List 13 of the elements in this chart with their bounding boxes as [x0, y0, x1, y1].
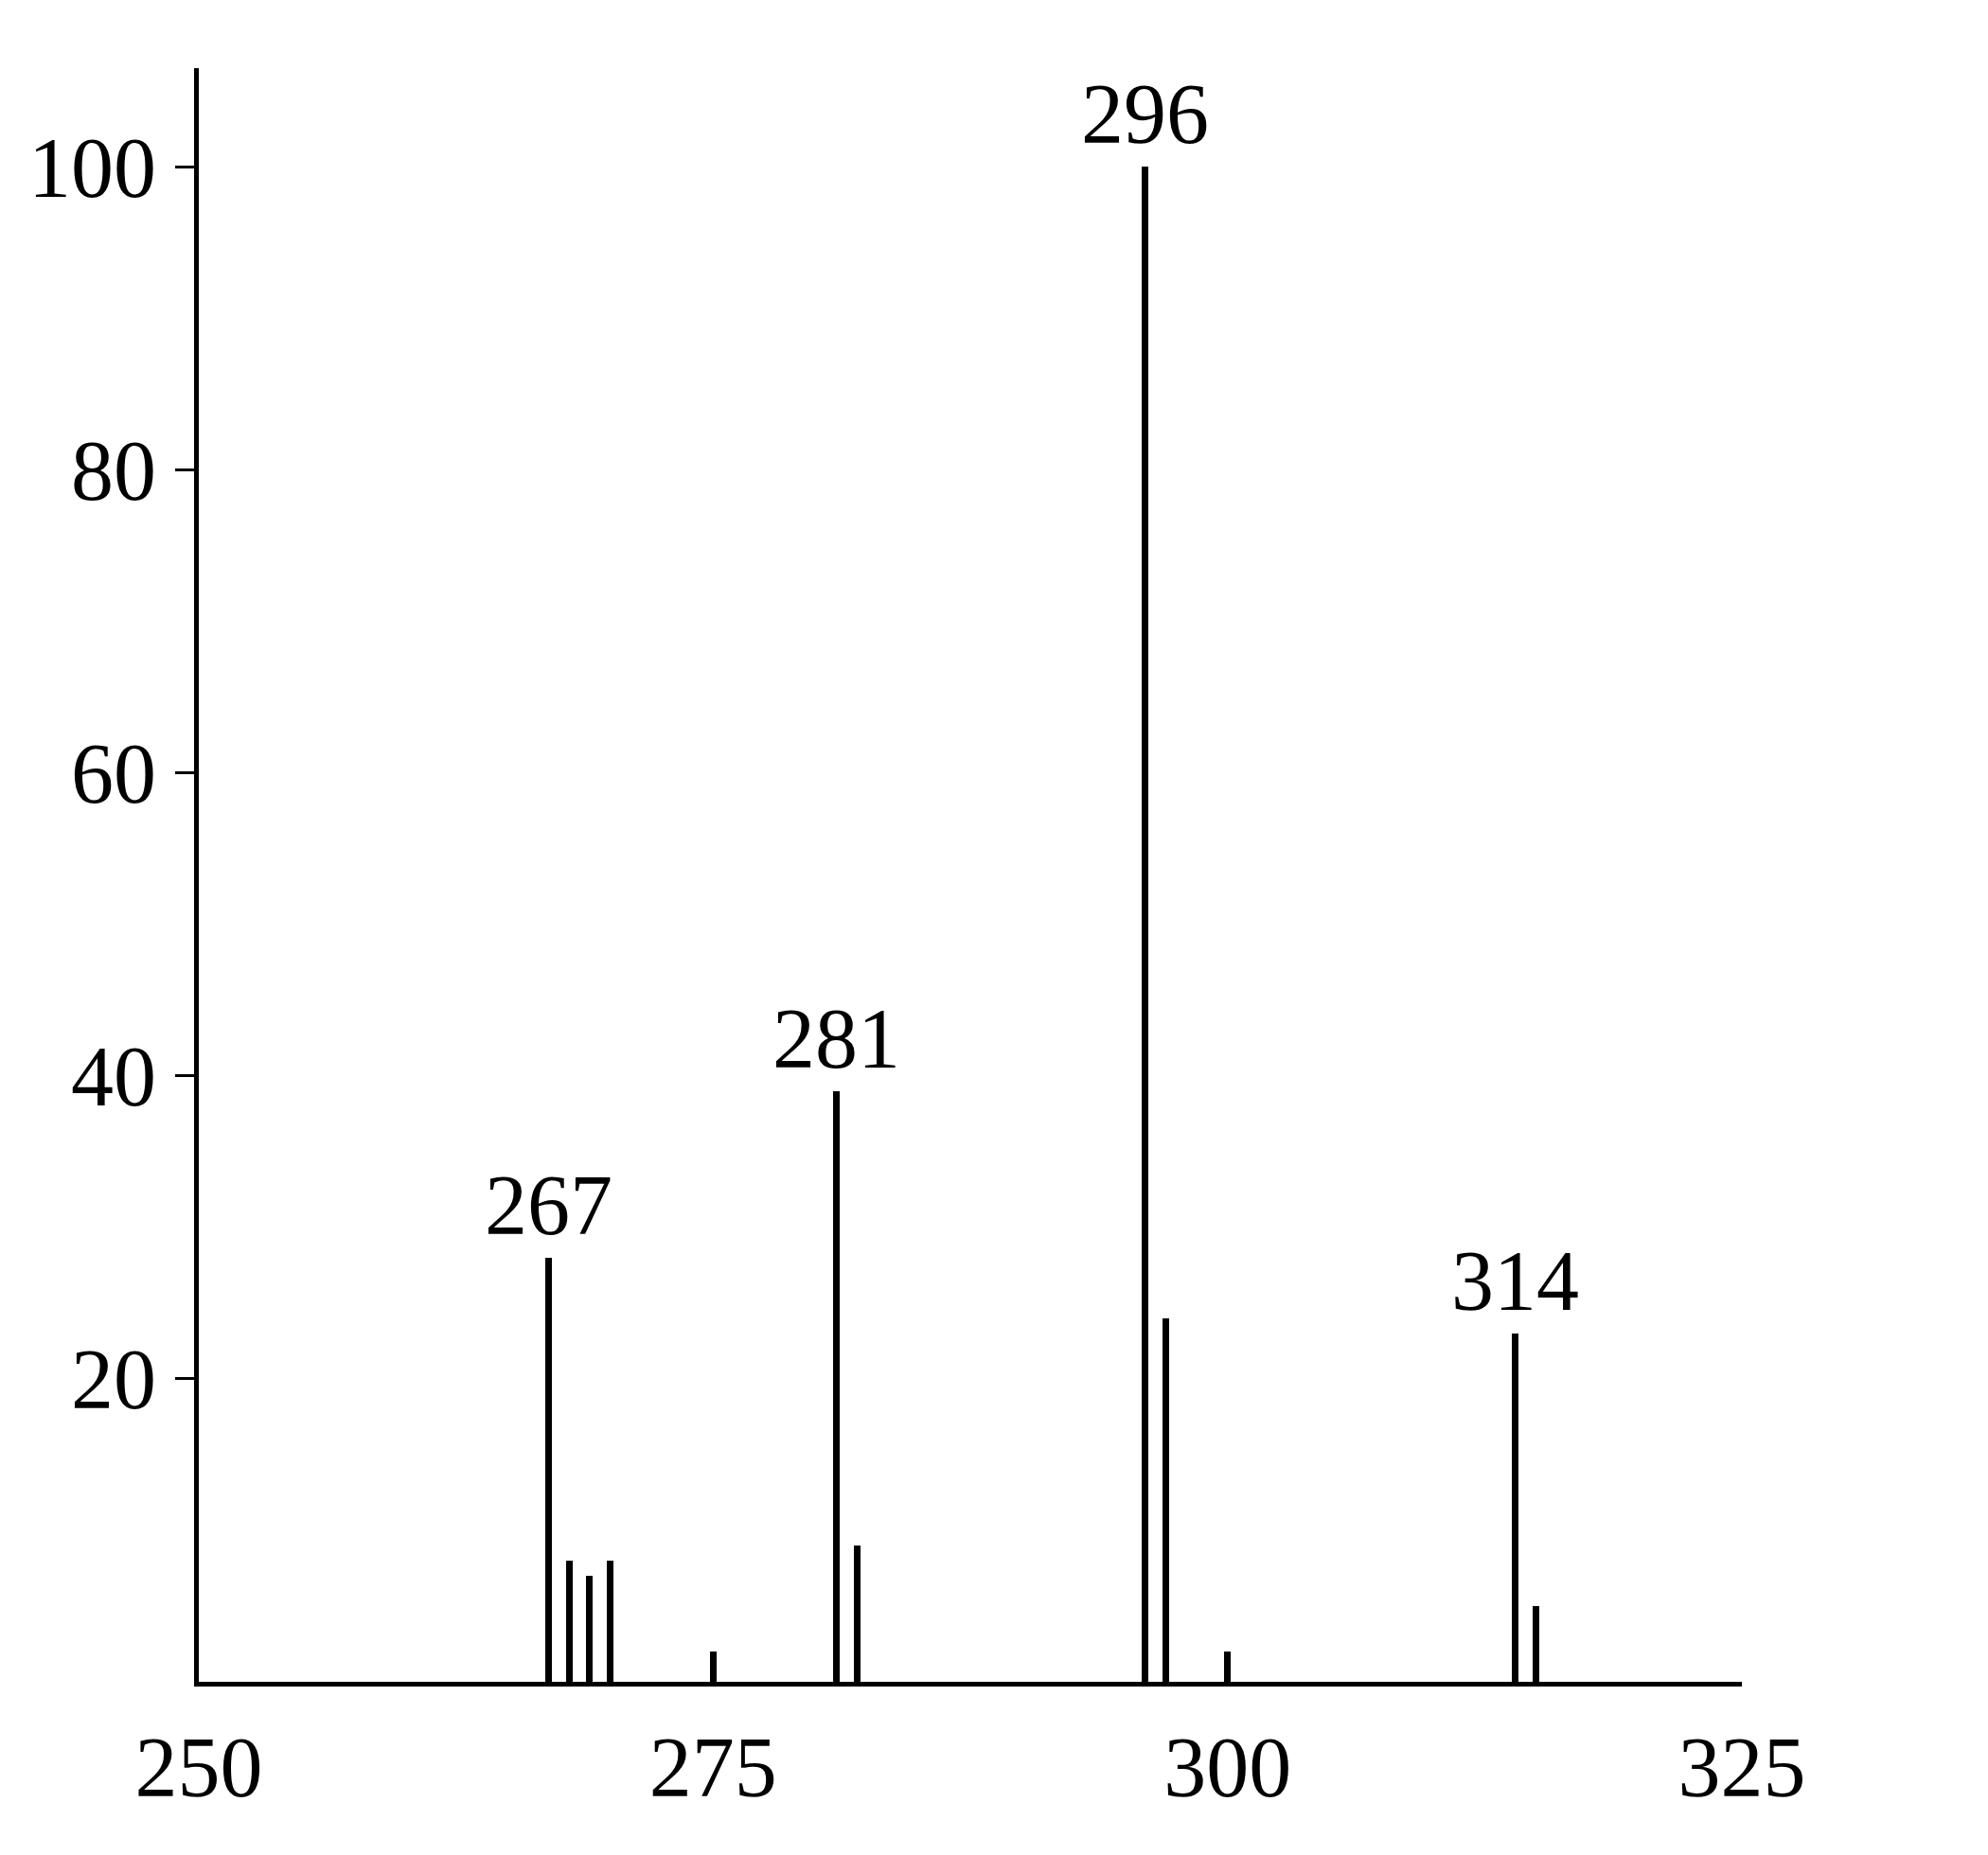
annotation: 281 — [772, 992, 900, 1086]
y-tick-label: 40 — [71, 1030, 156, 1124]
y-tick-label: 20 — [71, 1333, 156, 1427]
x-tick-label: 300 — [1163, 1721, 1292, 1814]
x-tick-label: 250 — [134, 1721, 263, 1814]
annotation: 296 — [1081, 67, 1209, 161]
x-tick-label: 325 — [1677, 1721, 1806, 1814]
annotation: 314 — [1451, 1234, 1579, 1328]
x-tick-label: 275 — [648, 1721, 777, 1814]
y-tick-label: 60 — [71, 726, 156, 821]
annotation: 267 — [485, 1158, 612, 1252]
y-tick-label: 100 — [28, 120, 156, 215]
y-tick-label: 80 — [71, 423, 156, 518]
